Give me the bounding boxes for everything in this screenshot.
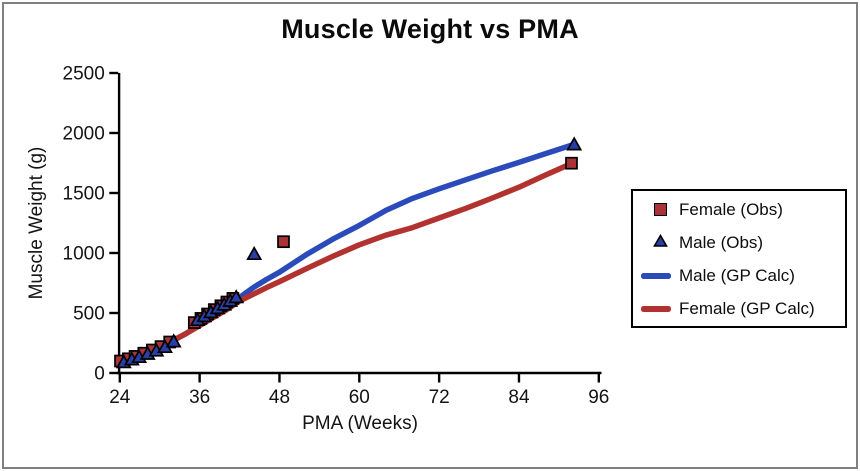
female-obs-point [277, 235, 290, 249]
male-obs-point [165, 333, 182, 348]
legend-label-female-obs: Female (Obs) [679, 199, 783, 219]
legend-marker-cell [641, 233, 679, 252]
legend-marker-cell [641, 273, 679, 279]
male-gp-line-icon [641, 273, 671, 279]
legend-item-female-obs: Female (Obs) [633, 193, 845, 226]
x-tick-label: 36 [189, 387, 210, 408]
legend: Female (Obs) Male (Obs) Male (GP Calc) F… [631, 189, 847, 328]
x-tick-label: 48 [269, 387, 290, 408]
x-tick-label: 84 [508, 387, 530, 408]
legend-label-female-gp-calc: Female (GP Calc) [679, 299, 815, 319]
legend-item-female-gp-calc: Female (GP Calc) [633, 293, 845, 326]
x-tick-label: 60 [349, 387, 370, 408]
chart-title: Muscle Weight vs PMA [281, 14, 579, 44]
male-obs-point [228, 289, 245, 304]
legend-label-male-gp-calc: Male (GP Calc) [679, 265, 795, 285]
legend-marker-cell [641, 306, 679, 312]
y-tick-label: 2500 [63, 64, 105, 85]
legend-item-male-gp-calc: Male (GP Calc) [633, 259, 845, 292]
male-obs-point [566, 136, 583, 151]
female-gp-curve [117, 160, 575, 366]
female-gp-line-icon [641, 306, 671, 312]
x-axis-title: PMA (Weeks) [302, 413, 418, 434]
y-tick-label: 1000 [63, 244, 105, 265]
triangle-glyph-shape [652, 233, 668, 247]
y-tick-label: 0 [94, 364, 105, 385]
y-tick-label: 500 [73, 304, 105, 325]
triangle-glyph [652, 233, 668, 247]
male-obs-triangle-icon [652, 233, 668, 252]
legend-item-male-obs: Male (Obs) [633, 226, 845, 259]
y-axis-title: Muscle Weight (g) [26, 146, 47, 300]
x-tick-label: 24 [109, 387, 131, 408]
x-tick-label: 96 [588, 387, 609, 408]
legend-label-male-obs: Male (Obs) [679, 232, 764, 252]
y-tick-label: 1500 [63, 184, 105, 205]
male-obs-point [246, 245, 263, 261]
female-obs-square-icon [653, 203, 667, 217]
x-tick-label: 72 [429, 387, 450, 408]
y-tick-label: 2000 [63, 124, 105, 145]
legend-marker-cell [641, 203, 679, 217]
female-obs-point [565, 156, 578, 170]
